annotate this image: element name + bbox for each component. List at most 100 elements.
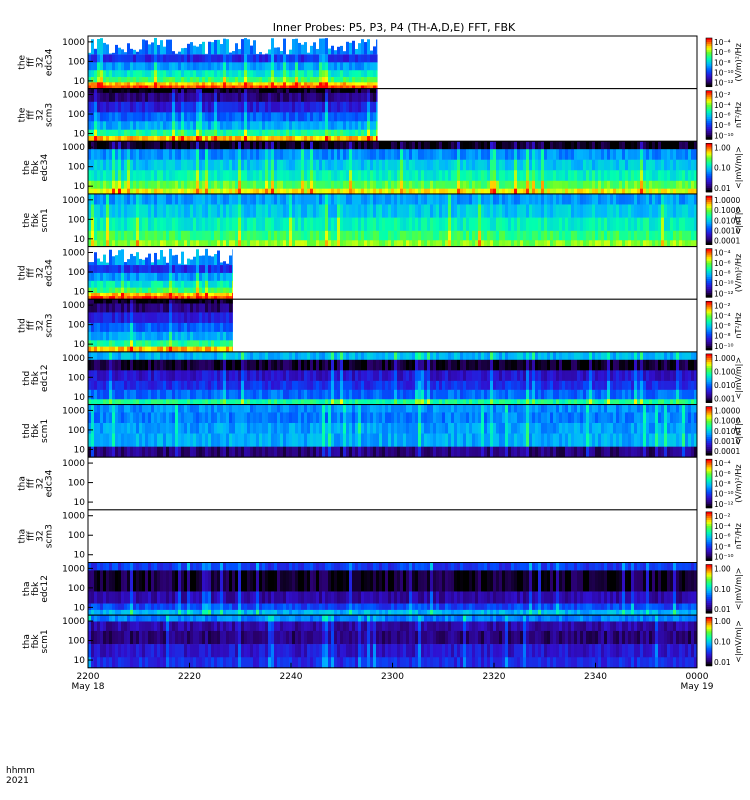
spectrogram-cell — [100, 272, 104, 282]
spectrogram-cell — [193, 170, 197, 182]
spectrogram-cell — [454, 188, 458, 195]
spectrogram-cell — [148, 312, 152, 324]
spectrogram-cell — [196, 249, 199, 266]
spectrogram-cell — [115, 159, 119, 171]
spectrogram-cell — [139, 230, 143, 241]
spectrogram-cell — [316, 92, 320, 103]
spectrogram-cell — [187, 380, 191, 391]
spectrogram-cell — [682, 159, 686, 171]
spectrogram-cell — [175, 292, 179, 297]
spectrogram-cell — [100, 292, 104, 297]
spectrogram-cell — [568, 204, 572, 218]
spectrogram-cell — [541, 193, 545, 205]
spectrogram-cell — [292, 149, 296, 161]
spectrogram-cell — [292, 380, 296, 391]
spectrogram-cell — [163, 129, 167, 137]
spectrogram-cell — [94, 136, 98, 142]
spectrogram-cell — [160, 77, 164, 83]
spectrogram-cell — [283, 129, 287, 137]
spectrogram-cell — [169, 230, 173, 241]
spectrogram-cell — [139, 240, 143, 247]
spectrogram-cell — [118, 54, 122, 63]
spectrogram-cell — [457, 149, 461, 161]
spectrogram-cell — [226, 121, 230, 131]
spectrogram-cell — [682, 204, 686, 218]
spectrogram-cell — [433, 240, 437, 247]
spectrogram-cell — [202, 280, 206, 288]
spectrogram-cell — [193, 359, 197, 371]
spectrogram-cell — [445, 180, 449, 189]
spectrogram-cell — [157, 259, 160, 266]
spectrogram-cell — [367, 77, 371, 83]
spectrogram-cell — [256, 129, 260, 137]
spectrogram-cell — [346, 88, 350, 94]
spectrogram-cell — [577, 204, 581, 218]
spectrogram-cell — [256, 77, 260, 83]
spectrogram-cell — [142, 159, 146, 171]
spectrogram-cell — [505, 141, 509, 150]
spectrogram-cell — [106, 180, 110, 189]
spectrogram-cell — [307, 121, 311, 131]
spectrogram-cell — [202, 54, 206, 63]
spectrogram-cell — [664, 240, 668, 247]
spectrogram-cell — [328, 204, 332, 218]
spectrogram-cell — [235, 88, 239, 94]
spectrogram-cell — [241, 101, 245, 113]
y-axis-label-line: thd — [18, 265, 28, 280]
spectrogram-cell — [292, 180, 296, 189]
spectrogram-cell — [559, 149, 563, 161]
spectrogram-cell — [310, 54, 314, 63]
spectrogram-cell — [265, 149, 269, 161]
spectrogram-cell — [217, 101, 221, 113]
spectrogram-cell — [172, 296, 176, 300]
spectrogram-cell — [316, 159, 320, 171]
spectrogram-cell — [142, 101, 146, 113]
spectrogram-cell — [361, 121, 365, 131]
spectrogram-cell — [523, 204, 527, 218]
spectrogram-cell — [235, 351, 239, 361]
spectrogram-cell — [193, 399, 197, 405]
spectrogram-cell — [307, 159, 311, 171]
spectrogram-cell — [106, 262, 109, 266]
spectrogram-cell — [262, 70, 266, 78]
spectrogram-cell — [286, 170, 290, 182]
spectrogram-cell — [316, 170, 320, 182]
spectrogram-cell — [340, 170, 344, 182]
spectrogram-cell — [115, 85, 119, 89]
spectrogram-cell — [358, 217, 362, 232]
spectrogram-cell — [106, 44, 109, 55]
spectrogram-cell — [607, 159, 611, 171]
spectrogram-cell — [592, 204, 596, 218]
spectrogram-cell — [109, 249, 112, 266]
spectrogram-cell — [175, 121, 179, 131]
spectrogram-cell — [220, 380, 224, 391]
spectrogram-cell — [148, 188, 152, 195]
spectrogram-cell — [262, 399, 266, 405]
spectrogram-cell — [127, 230, 131, 241]
spectrogram-cell — [220, 340, 224, 347]
spectrogram-cell — [148, 217, 152, 232]
colorbar-step — [706, 110, 712, 114]
spectrogram-cell — [592, 180, 596, 189]
spectrogram-cell — [409, 193, 413, 205]
spectrogram-cell — [166, 399, 170, 405]
spectrogram-cell — [346, 159, 350, 171]
spectrogram-cell — [178, 170, 182, 182]
spectrogram-cell — [223, 159, 227, 171]
spectrogram-cell — [601, 159, 605, 171]
spectrogram-cell — [238, 77, 242, 83]
spectrogram-cell — [259, 399, 263, 405]
spectrogram-cell — [391, 240, 395, 247]
spectrogram-cell — [211, 370, 215, 382]
spectrogram-cell — [313, 230, 317, 241]
spectrogram-cell — [271, 77, 275, 83]
spectrogram-cell — [193, 85, 197, 89]
spectrogram-cell — [169, 399, 173, 405]
colorbar-step — [706, 100, 712, 104]
colorbar-step — [706, 131, 712, 134]
spectrogram-cell — [223, 38, 226, 55]
spectrogram-cell — [199, 287, 203, 294]
spectrogram-cell — [400, 188, 404, 195]
spectrogram-cell — [280, 389, 284, 400]
